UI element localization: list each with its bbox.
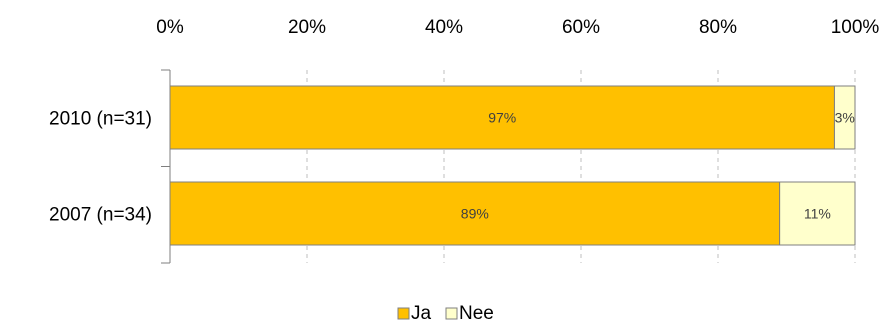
x-tick-label: 0% <box>156 17 184 38</box>
category-label: 2010 (n=31) <box>49 109 152 130</box>
x-tick-label: 20% <box>288 17 326 38</box>
legend-swatch-nee <box>445 307 458 320</box>
bar-nee <box>833 85 856 150</box>
category-label: 2007 (n=34) <box>49 205 152 226</box>
x-tick-label: 60% <box>562 17 600 38</box>
legend-swatch-ja <box>397 307 410 320</box>
legend-label: Nee <box>459 303 494 324</box>
data-label: 11% <box>804 206 831 222</box>
bar-ja <box>169 181 781 246</box>
category-axis: 2010 (n=31) 2007 (n=34) <box>49 69 171 264</box>
x-tick-label: 40% <box>425 17 463 38</box>
bar-nee <box>779 181 856 246</box>
x-axis-ticks: 0% 20% 40% 60% 80% 100% <box>156 17 879 38</box>
data-label: 89% <box>461 206 489 222</box>
data-label: 97% <box>488 110 516 126</box>
data-label: 3% <box>835 110 855 126</box>
bars: 97% 3% 89% 11% <box>169 85 856 246</box>
legend-label: Ja <box>411 303 432 324</box>
x-tick-label: 80% <box>699 17 737 38</box>
legend: Ja Nee <box>397 303 494 324</box>
x-tick-label: 100% <box>831 17 880 38</box>
